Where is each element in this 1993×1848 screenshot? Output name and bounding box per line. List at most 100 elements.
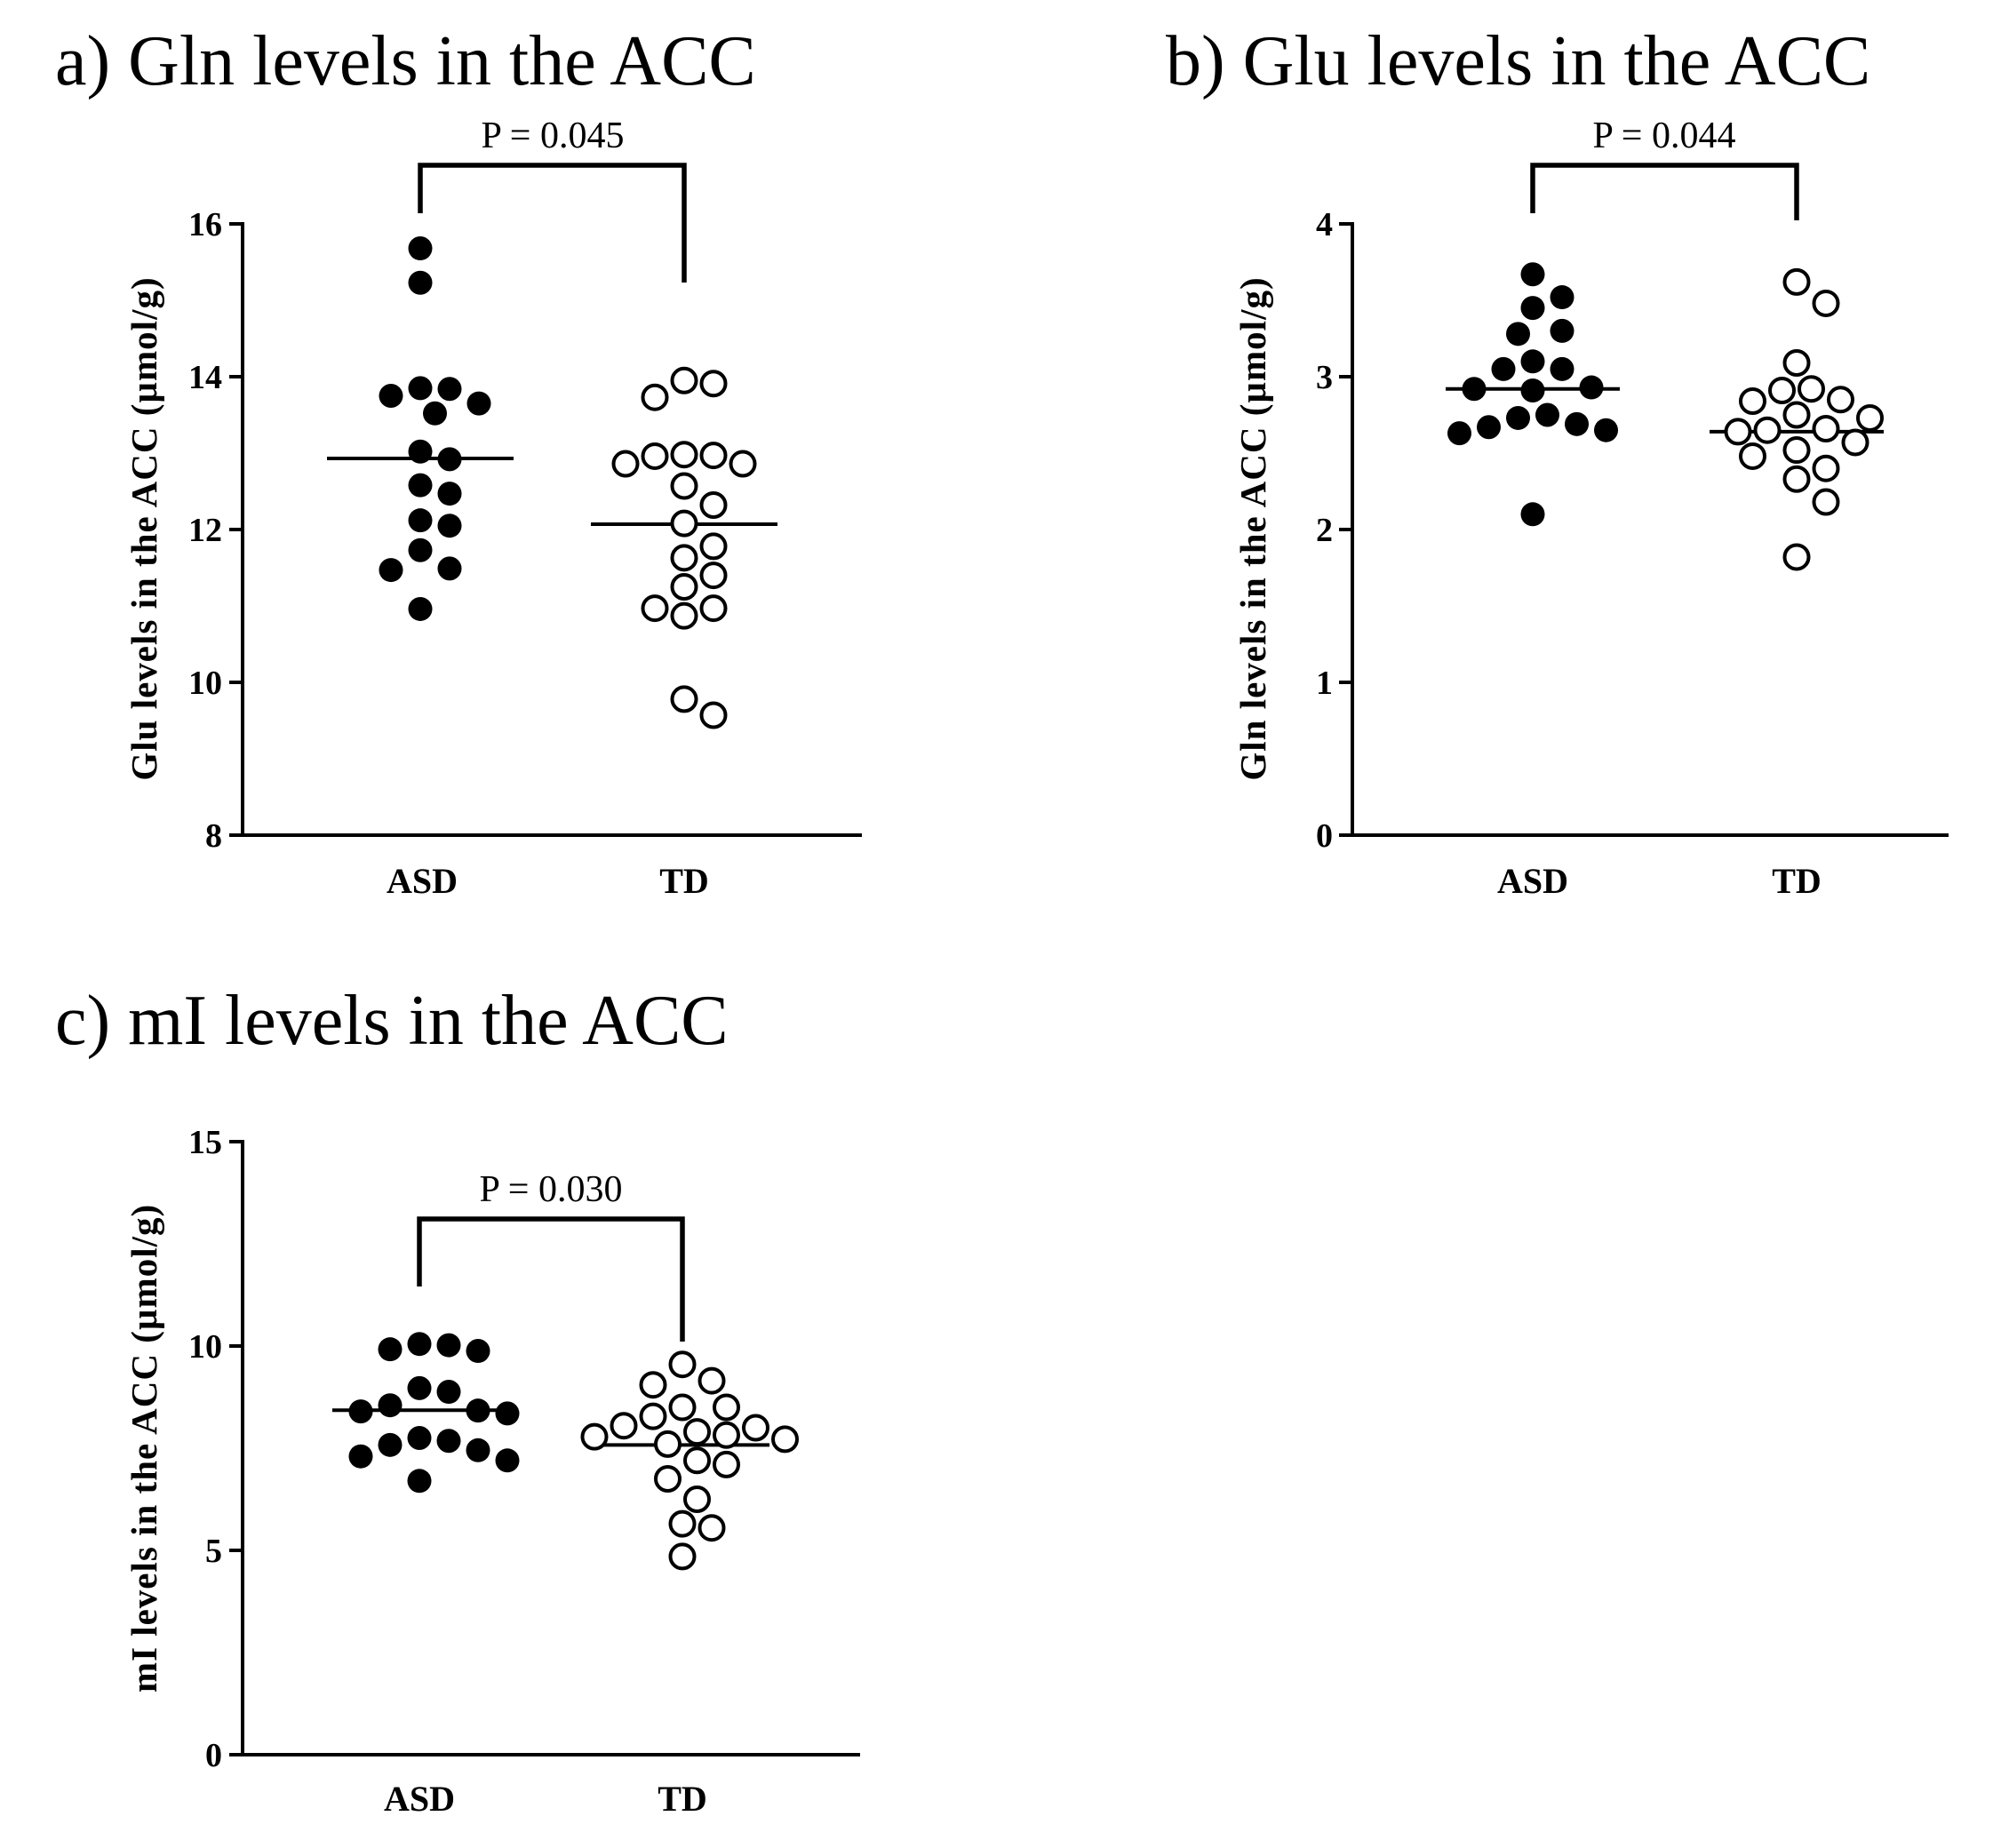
panel-a-x-label-asd: ASD [387, 861, 458, 901]
panel-b-point-td [1812, 488, 1840, 516]
panel-c-y-tick-10: 10 [188, 1328, 222, 1366]
panel-b-point-asd [1550, 356, 1574, 381]
panel-a-point-td [699, 370, 728, 398]
panel-c-point-asd [378, 1432, 403, 1457]
panel-c-point-td [713, 1421, 740, 1449]
panel-b-x-label-asd: ASD [1497, 861, 1568, 901]
panel-b-point-td [1856, 403, 1884, 432]
panel-c-x-label-td: TD [658, 1779, 707, 1819]
panel-a-point-td [641, 383, 669, 411]
panel-b-point-td [1812, 454, 1840, 482]
panel-a-point-td [699, 490, 728, 519]
panel-c-point-td [668, 1542, 697, 1571]
panel-c-point-asd [436, 1380, 461, 1405]
panel-a-y-axis-label: Glu levels in the ACC (µmol/g) [124, 276, 164, 780]
panel-b-point-td [1753, 416, 1782, 444]
panel-c-point-asd [436, 1333, 461, 1358]
panel-a-x-label-td: TD [659, 861, 709, 901]
panel-a-point-td [670, 685, 698, 713]
panel-a-point-td [699, 532, 728, 561]
panel-b-point-td [1827, 386, 1854, 414]
panel-a-point-td [729, 450, 757, 478]
panel-b-point-td [1782, 465, 1811, 493]
panel-a-point-td [699, 701, 728, 729]
panel-a-point-asd [379, 384, 403, 408]
panel-c-point-td [713, 1393, 740, 1422]
panel-c-significance-bracket [417, 1216, 685, 1342]
panel-c-point-td [742, 1414, 769, 1442]
panel-a-point-asd [466, 391, 491, 416]
panel-c-mi: c) mI levels in the ACC mI levels in the… [55, 982, 860, 1819]
panel-a-y-tick-8: 8 [205, 817, 222, 855]
panel-b-point-td [1739, 442, 1766, 470]
panel-a-point-asd [408, 270, 433, 295]
panel-c-point-td [698, 1366, 726, 1395]
panel-a-point-asd [408, 236, 433, 261]
panel-a-point-asd [437, 556, 462, 581]
panel-a-point-td [611, 450, 640, 478]
panel-b-point-td [1739, 387, 1766, 416]
panel-c-point-asd [466, 1339, 490, 1364]
panel-c-title: c) mI levels in the ACC [55, 982, 729, 1060]
panel-b-point-td [1768, 376, 1796, 404]
panel-c-point-td [683, 1446, 711, 1475]
panel-b-point-asd [1520, 349, 1545, 374]
panel-a-point-asd [408, 473, 433, 498]
panel-a-point-td [670, 573, 698, 601]
panel-c-point-td [610, 1412, 638, 1440]
panel-b-point-asd [1520, 502, 1545, 527]
panel-c-point-asd [407, 1332, 432, 1357]
panel-c-point-asd [348, 1399, 373, 1424]
panel-b-y-tick-2: 2 [1316, 512, 1333, 549]
panel-c-y-tick-5: 5 [205, 1533, 222, 1570]
panel-b-point-td [1812, 289, 1840, 317]
panel-c-point-asd [436, 1429, 461, 1454]
panel-c-x-label-asd: ASD [384, 1779, 455, 1819]
panel-c-point-td [683, 1486, 711, 1513]
panel-b-point-td [1798, 375, 1825, 403]
panel-b-y-axis-label: Gln levels in the ACC (µmol/g) [1232, 276, 1273, 780]
panel-a-points [327, 236, 777, 729]
panel-c-point-td [654, 1465, 682, 1493]
panel-c-point-td [639, 1402, 667, 1430]
panel-b-point-asd [1579, 375, 1604, 400]
panel-b-y-tick-0: 0 [1316, 817, 1333, 855]
panel-c-point-td [580, 1422, 609, 1451]
panel-b-point-td [1782, 349, 1811, 378]
panel-b-title: b) Glu levels in the ACC [1166, 22, 1870, 100]
panel-a-point-asd [408, 508, 433, 533]
panel-b-point-asd [1550, 285, 1574, 310]
panel-c-point-td [668, 1350, 697, 1379]
panel-a-point-asd [408, 596, 433, 621]
panel-c-point-asd [495, 1448, 520, 1473]
panel-a-point-td [670, 366, 698, 394]
panel-a-point-asd [437, 377, 462, 402]
panel-b-point-asd [1594, 418, 1618, 442]
panel-a-point-td [699, 594, 728, 623]
panel-b-point-asd [1506, 405, 1530, 430]
panel-a-point-td [641, 442, 669, 470]
panel-b-point-td [1782, 436, 1811, 465]
panel-b-point-td [1724, 418, 1752, 446]
panel-a-y-tick-12: 12 [188, 512, 222, 549]
panel-a-y-tick-10: 10 [188, 665, 222, 702]
panel-b-y-tick-3: 3 [1316, 359, 1333, 396]
panel-a-point-td [670, 441, 698, 469]
panel-b-point-td [1782, 267, 1811, 296]
panel-b-point-td [1782, 543, 1811, 571]
panel-b-point-asd [1565, 411, 1589, 436]
panel-b-point-asd [1462, 377, 1487, 402]
panel-a-point-asd [408, 439, 433, 464]
panel-c-point-td [654, 1430, 682, 1458]
panel-b-point-asd [1447, 421, 1471, 446]
panel-a-point-td [670, 544, 698, 572]
panel-a-point-asd [423, 401, 447, 426]
panel-c-point-asd [407, 1426, 432, 1450]
panel-a-point-asd [437, 447, 462, 472]
panel-a-title: a) Gln levels in the ACC [55, 22, 756, 100]
panel-a-point-asd [408, 538, 433, 562]
panel-b-significance-bracket [1530, 163, 1799, 220]
panel-c-p-value: P = 0.030 [480, 1169, 623, 1210]
panel-b-point-asd [1520, 262, 1545, 287]
panel-a-point-td [670, 509, 698, 538]
